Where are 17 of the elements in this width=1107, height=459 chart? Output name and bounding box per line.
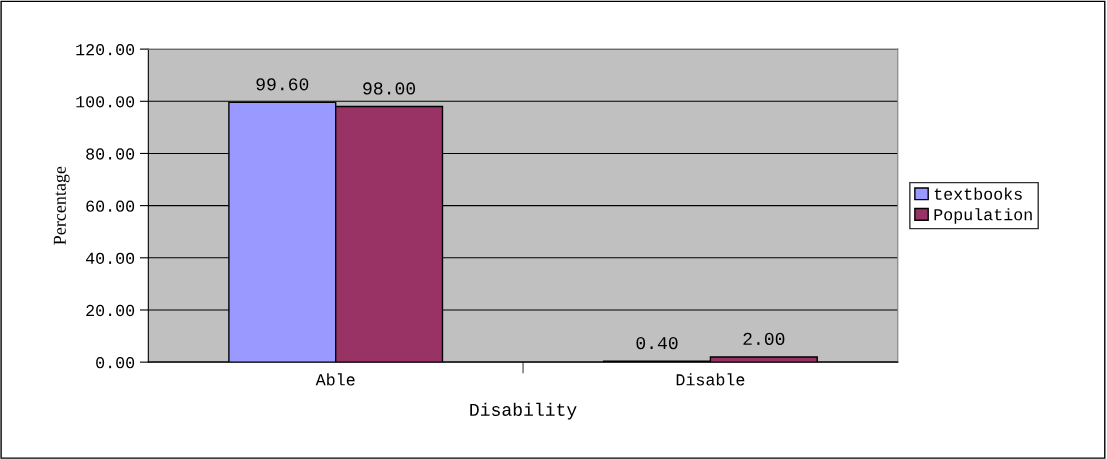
y-tick-label: 40.00 [85,252,135,265]
y-tick-label: 60.00 [86,200,135,212]
y-tick-label: 80.00 [86,148,135,160]
data-label: 99.60 [256,78,309,91]
data-label: 98.00 [363,82,416,95]
y-tick-label: 100.00 [76,96,135,108]
x-axis-title: Disability [470,402,577,420]
y-axis-title: Percentage [53,166,70,245]
data-label: 2.00 [743,332,785,346]
y-tick-label: 20.00 [86,304,135,317]
y-tick-label: 0.00 [96,357,135,369]
legend-label: textbooks [934,187,1022,200]
legend-label: Population [934,208,1032,224]
x-tick-label: Able [315,373,355,386]
x-tick-label: Disable [676,373,745,386]
data-label: 0.40 [636,336,678,350]
y-tick-label: 120.00 [76,44,135,56]
